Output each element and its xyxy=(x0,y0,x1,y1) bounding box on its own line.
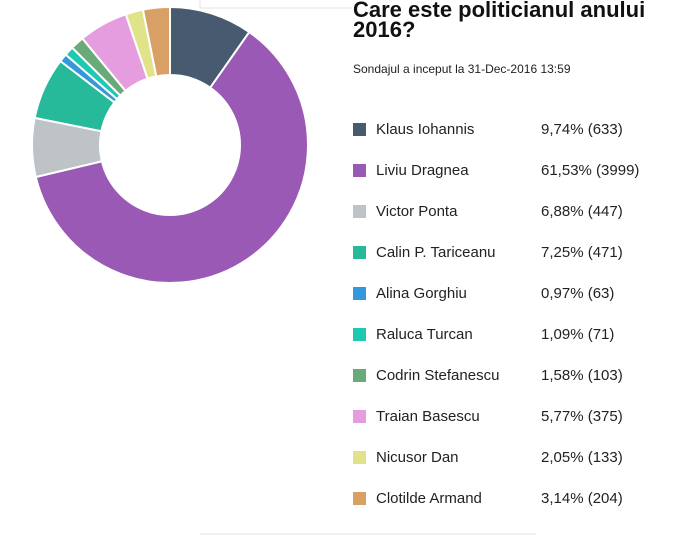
legend-label: Alina Gorghiu xyxy=(376,285,467,302)
legend-label: Nicusor Dan xyxy=(376,449,459,466)
legend-swatch xyxy=(353,246,366,259)
value-label: 2,05% (133) xyxy=(541,449,623,466)
chart-subtitle: Sondajul a inceput la 31-Dec-2016 13:59 xyxy=(353,62,571,76)
legend-label: Klaus Iohannis xyxy=(376,121,474,138)
value-label: 3,14% (204) xyxy=(541,490,623,507)
value-label: 1,58% (103) xyxy=(541,367,623,384)
value-label: 61,53% (3999) xyxy=(541,162,639,179)
legend-swatch xyxy=(353,492,366,505)
chart-title: Care este politicianul anului 2016? xyxy=(353,0,646,42)
donut-slice xyxy=(34,30,309,284)
legend-swatch xyxy=(353,410,366,423)
value-label: 0,97% (63) xyxy=(541,285,614,302)
legend-label: Victor Ponta xyxy=(376,203,458,220)
value-label: 1,09% (71) xyxy=(541,326,614,343)
legend-swatch xyxy=(353,328,366,341)
value-label: 9,74% (633) xyxy=(541,121,623,138)
legend-swatch xyxy=(353,205,366,218)
legend-label: Traian Basescu xyxy=(376,408,480,425)
value-label: 7,25% (471) xyxy=(541,244,623,261)
legend-label: Calin P. Tariceanu xyxy=(376,244,496,261)
donut-slice xyxy=(141,5,171,78)
legend-swatch xyxy=(353,123,366,136)
legend-label: Liviu Dragnea xyxy=(376,162,469,179)
legend-swatch xyxy=(353,164,366,177)
legend-swatch xyxy=(353,451,366,464)
value-label: 6,88% (447) xyxy=(541,203,623,220)
legend-label: Codrin Stefanescu xyxy=(376,367,499,384)
legend-label: Raluca Turcan xyxy=(376,326,473,343)
legend-swatch xyxy=(353,369,366,382)
value-label: 5,77% (375) xyxy=(541,408,623,425)
legend-label: Clotilde Armand xyxy=(376,490,482,507)
legend-swatch xyxy=(353,287,366,300)
